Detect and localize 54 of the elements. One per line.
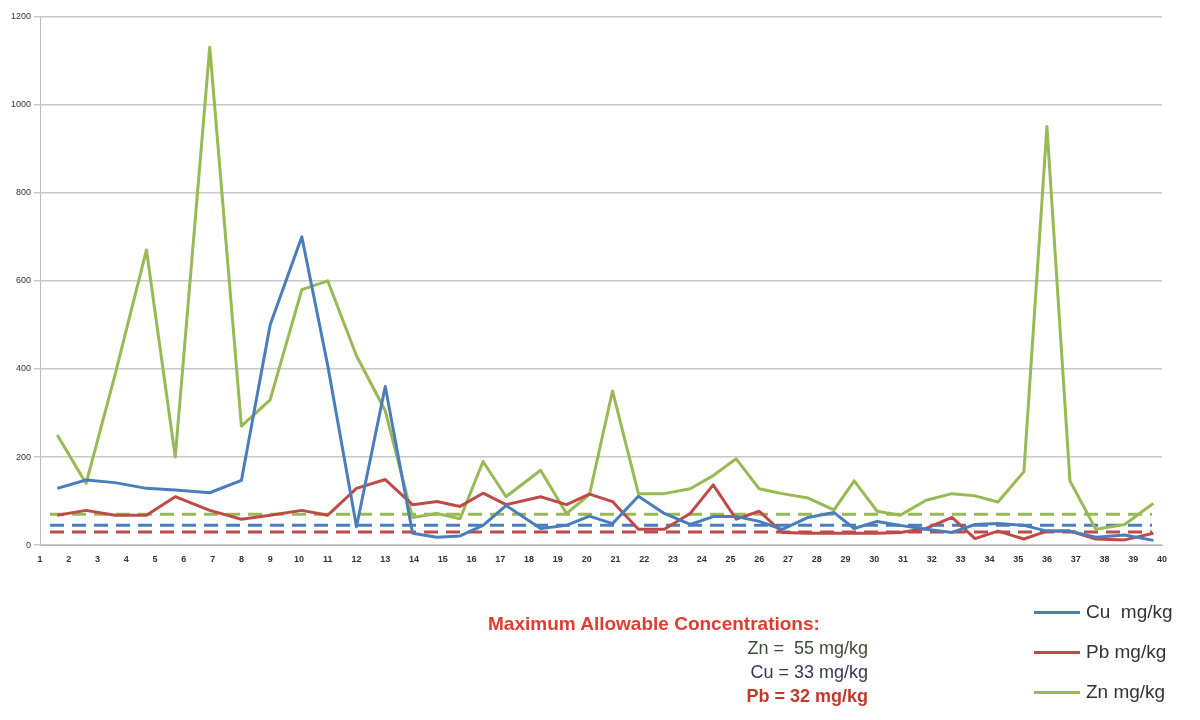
text: Zn = 55 mg/kg [746,637,868,660]
x-tick-label: 37 [1070,554,1081,565]
x-tick-label: 18 [524,554,535,565]
x-tick-label: 17 [495,554,506,565]
legend-label: Cu mg/kg [1086,601,1173,623]
x-tick-label: 31 [898,554,909,565]
text: Maximum Allowable Concentrations: [488,612,821,636]
y-tick-label: 400 [15,363,32,374]
x-tick-label: 35 [1013,554,1024,565]
x-tick-label: 22 [639,554,650,565]
x-tick-label: 24 [696,554,707,565]
x-tick-label: 19 [552,554,563,565]
x-tick-label: 3 [95,554,101,565]
x-tick-label: 1 [37,554,43,565]
x-tick-label: 27 [783,554,794,565]
x-tick-label: 20 [581,554,592,565]
x-tick-label: 10 [293,554,304,565]
x-tick-label: 38 [1099,554,1110,565]
x-tick-label: 33 [955,554,966,565]
x-tick-label: 14 [409,554,420,565]
x-tick-label: 13 [380,554,391,565]
y-tick-label: 0 [26,539,32,550]
x-tick-label: 12 [351,554,362,565]
x-tick-label: 39 [1128,554,1139,565]
text: Cu = 33 mg/kg [749,661,868,684]
y-tick-label: 1000 [10,99,32,110]
y-tick-label: 1200 [10,10,32,21]
x-tick-label: 30 [869,554,880,565]
x-tick-label: 36 [1041,554,1052,565]
x-tick-label: 11 [322,554,333,565]
x-tick-label: 16 [466,554,477,565]
y-tick-label: 600 [15,275,32,286]
x-tick-label: 7 [210,554,216,565]
x-tick-label: 26 [754,554,765,565]
x-tick-label: 8 [238,554,244,565]
x-tick-label: 15 [437,554,448,565]
x-tick-label: 25 [725,554,736,565]
x-tick-label: 23 [667,554,678,565]
x-tick-label: 9 [267,554,273,565]
x-tick-label: 6 [181,554,187,565]
x-tick-label: 4 [123,554,129,565]
x-tick-label: 40 [1156,554,1168,565]
y-tick-label: 200 [15,451,32,462]
y-tick-label: 800 [15,187,32,198]
x-tick-label: 21 [610,554,621,565]
x-tick-label: 29 [840,554,851,565]
x-tick-label: 34 [984,554,995,565]
x-tick-label: 5 [152,554,158,565]
x-tick-label: 32 [926,554,937,565]
legend-label: Zn mg/kg [1086,681,1166,703]
legend-label: Pb mg/kg [1086,641,1167,663]
text: Pb = 32 mg/kg [745,685,868,708]
x-tick-label: 28 [811,554,822,565]
x-tick-label: 2 [66,554,72,565]
